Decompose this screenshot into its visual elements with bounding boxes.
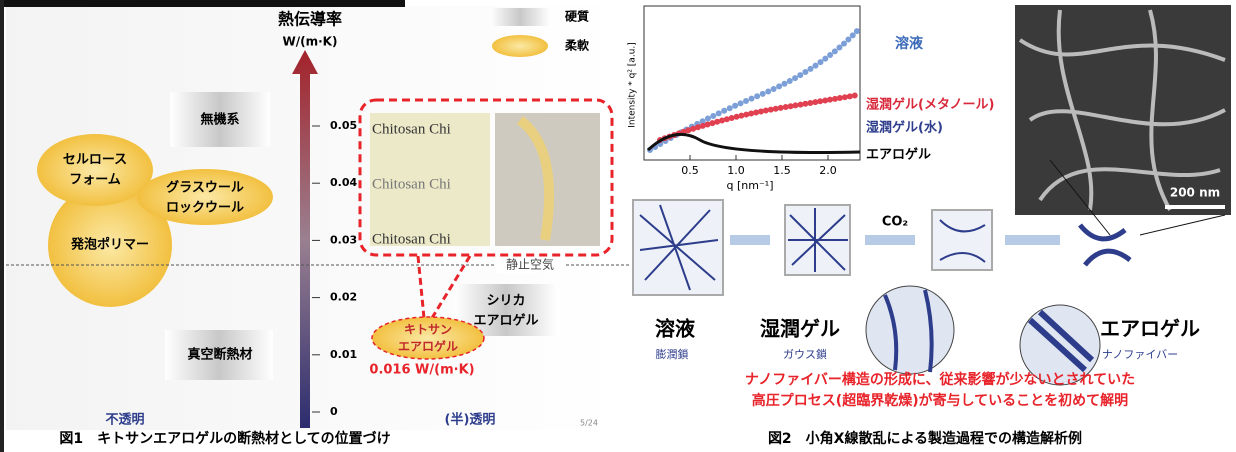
axis-unit: W/(m·K) [283, 35, 338, 49]
tick-label: 0.01 [330, 348, 357, 361]
stage-name: 湿潤ゲル [760, 317, 840, 341]
series-label: エアロゲル [866, 147, 931, 163]
page-number: 5/24 [580, 419, 598, 428]
tick-label: 0.5 [681, 164, 699, 177]
tick-label: 0 [330, 405, 338, 418]
tick-label: 2.0 [819, 164, 837, 177]
photo-text: Chitosan Chi [372, 231, 451, 247]
figure1: 熱伝導率 W/(m·K) 0 0.01 0.02 0.03 0.04 0.05 硬質 柔軟… [0, 0, 630, 452]
zoom-circle [866, 286, 954, 374]
bubble [137, 169, 273, 225]
label: 真空断熱材 [187, 347, 252, 363]
stage-sub: ガウス鎖 [783, 347, 827, 361]
caption: 図1 キトサンエアロゲルの断熱材としての位置づけ [59, 430, 390, 447]
stage-sub: ナノファイバー [1102, 348, 1178, 361]
top-bar [0, 0, 405, 7]
fibers [1080, 225, 1130, 265]
label: ロックウール [166, 201, 244, 216]
sem-image [1015, 5, 1231, 215]
label: エアロゲル [398, 339, 458, 354]
highlight-value: 0.016 W/(m·K) [369, 363, 474, 378]
gas-label: CO₂ [882, 215, 908, 230]
figure-page: 熱伝導率 W/(m·K) 0 0.01 0.02 0.03 0.04 0.05 硬質 柔軟… [0, 0, 1236, 452]
legend-hard [490, 8, 550, 26]
tick-label: 0.04 [330, 176, 357, 189]
axis-title: 熱伝導率 [278, 10, 342, 29]
tick-label: 0.03 [330, 233, 357, 246]
stage-name: 溶液 [655, 317, 696, 341]
conclusion: 高圧プロセス(超臨界乾燥)が寄与していることを初めて解明 [752, 392, 1128, 409]
scale-label: 200 nm [1170, 186, 1220, 200]
series-label: 溶液 [895, 35, 924, 52]
label: 不透明 [105, 413, 144, 428]
tick-label: 0.02 [330, 291, 357, 304]
label: 発泡ポリマー [70, 237, 149, 253]
label: フォーム [69, 173, 121, 188]
axis-label: q [nm⁻¹] [727, 179, 774, 192]
conclusion: ナノファイバー構造の形成に、従来影響が少ないとされていた [745, 371, 1135, 388]
photo-text: Chitosan Chi [372, 121, 451, 137]
zoom-line [1140, 215, 1225, 235]
legend-label: 硬質 [565, 9, 589, 24]
series-label: 湿潤ゲル(メタノール) [866, 97, 995, 113]
caption: 図2 小角X線散乱による製造過程での構造解析例 [768, 430, 1082, 447]
stage-name: エアロゲル [1100, 317, 1200, 341]
stage-sub: 膨潤鎖 [656, 347, 689, 361]
label: セルロース [63, 153, 127, 168]
label: (半)透明 [445, 412, 496, 428]
tick-label: 0.05 [330, 119, 357, 132]
label: キトサン [404, 323, 452, 337]
figure2: 0.5 1.0 1.5 2.0 q [nm⁻¹] Intensity * q² [a.… [628, 5, 1232, 447]
label: エアロゲル [473, 313, 538, 329]
bubble [37, 134, 153, 206]
series-label: 湿潤ゲル(水) [866, 120, 943, 136]
left-bar [0, 0, 4, 452]
label: シリカ [486, 294, 525, 309]
tick-label: 1.5 [773, 164, 791, 177]
legend-soft [492, 35, 548, 57]
label: グラスウール [166, 180, 244, 196]
axis-label: Intensity * q² [a.u.] [628, 42, 638, 128]
photo-text: Chitosan Chi [372, 176, 451, 192]
tick-label: 1.0 [727, 164, 745, 177]
legend-label: 柔軟 [564, 38, 590, 53]
label: 静止空気 [506, 257, 554, 272]
label: 無機系 [200, 112, 239, 128]
